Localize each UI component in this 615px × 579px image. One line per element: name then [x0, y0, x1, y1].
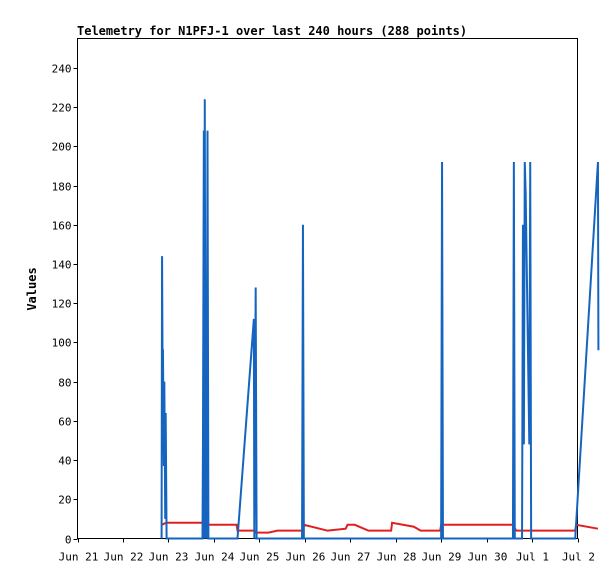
series-layer	[160, 99, 600, 540]
y-tick-label: 240	[52, 63, 72, 76]
y-tick-label: 220	[52, 102, 72, 115]
y-tick-label: 40	[58, 455, 71, 468]
y-tick-label: 180	[52, 181, 72, 194]
x-tick-label: Jun 23	[149, 551, 189, 564]
y-tick-label: 20	[58, 494, 71, 507]
x-axis-ticks: Jun 21 Jun 22 Jun 23 Jun 24 Jun 25 Jun 26 Jun …	[59, 538, 595, 564]
y-tick-label: 80	[58, 377, 71, 390]
x-tick-label: Jun 29	[422, 551, 462, 564]
series-line-1	[160, 99, 600, 540]
y-tick-label: 200	[52, 141, 72, 154]
x-tick-label: Jun 21	[59, 551, 99, 564]
y-tick-label: 160	[52, 220, 72, 233]
x-tick-label: Jun 30	[468, 551, 508, 564]
y-tick-label: 140	[52, 259, 72, 272]
y-axis-label: Values	[25, 267, 39, 310]
plot-area	[77, 38, 578, 539]
y-tick-label: 60	[58, 416, 71, 429]
series-line-0	[161, 521, 599, 534]
x-tick-label: Jun 25	[240, 551, 280, 564]
chart-title: Telemetry for N1PFJ-1 over last 240 hour…	[77, 24, 467, 38]
x-tick-label: Jun 28	[377, 551, 417, 564]
y-axis-ticks: 0 20 40 60 80 100 120 140 160 180 200 220 240	[52, 63, 78, 547]
x-tick-label: Jun 24	[195, 551, 235, 564]
x-tick-label: Jun 26	[286, 551, 326, 564]
x-tick-label: Jun 22	[104, 551, 144, 564]
x-tick-label: Jul 1	[516, 551, 549, 564]
y-tick-label: 120	[52, 298, 72, 311]
y-tick-label: 0	[65, 534, 72, 547]
x-tick-label: Jun 27	[331, 551, 371, 564]
x-tick-label: Jul 2	[562, 551, 595, 564]
y-tick-label: 100	[52, 337, 72, 350]
